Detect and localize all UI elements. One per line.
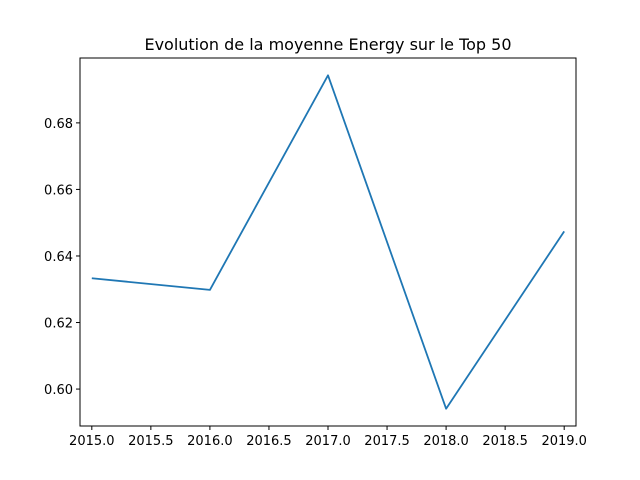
x-tick-label: 2015.5 <box>128 434 174 449</box>
y-tick-label: 0.60 <box>44 383 73 398</box>
x-tick-label: 2017.0 <box>305 434 351 449</box>
chart-title: Evolution de la moyenne Energy sur le To… <box>144 35 511 54</box>
y-tick-label: 0.66 <box>44 183 73 198</box>
x-tick-label: 2019.0 <box>541 434 587 449</box>
x-tick-label: 2016.5 <box>246 434 292 449</box>
y-tick-label: 0.68 <box>44 117 73 132</box>
x-tick-label: 2015.0 <box>69 434 115 449</box>
x-tick-label: 2016.0 <box>187 434 233 449</box>
x-tick-label: 2018.5 <box>482 434 528 449</box>
y-tick-label: 0.64 <box>44 250 73 265</box>
x-axis: 2015.0 2015.5 2016.0 2016.5 2017.0 2017.5 2018… <box>69 426 587 449</box>
x-tick-label: 2018.0 <box>423 434 469 449</box>
y-axis: 0.60 0.62 0.64 0.66 0.68 <box>44 117 80 398</box>
x-tick-label: 2017.5 <box>364 434 410 449</box>
y-tick-label: 0.62 <box>44 317 73 332</box>
plot-layer <box>91 74 565 410</box>
